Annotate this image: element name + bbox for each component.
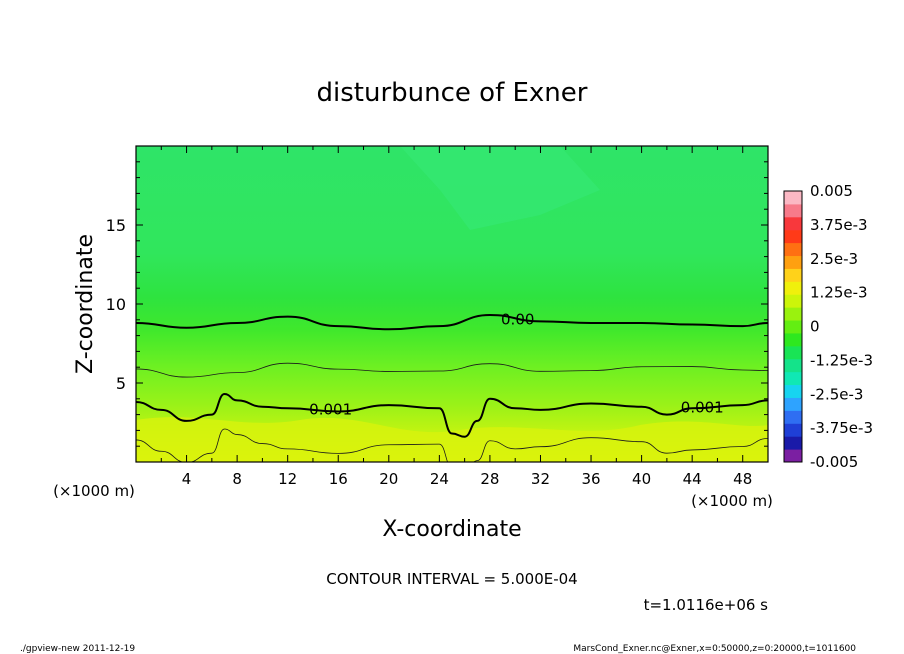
colorbar-label: -2.5e-3: [810, 385, 863, 403]
colorbar-label: 3.75e-3: [810, 216, 868, 234]
contour-label-text: 0.001: [309, 401, 352, 419]
colorbar-swatch: [784, 191, 802, 205]
contour-label: 0.001: [309, 401, 352, 419]
colorbar-label: -3.75e-3: [810, 419, 873, 437]
colorbar-swatch: [784, 268, 802, 282]
colorbar-swatch: [784, 384, 802, 398]
colorbar-swatch: [784, 307, 802, 321]
x-tick-label: 24: [430, 470, 449, 488]
x-tick-label: 44: [683, 470, 702, 488]
x-tick-label: 36: [581, 470, 600, 488]
colorbar-swatch: [784, 294, 802, 308]
field-patch-upper: [400, 146, 600, 230]
contour-line: [136, 314, 768, 331]
time-label: t=1.0116e+06 s: [644, 596, 769, 614]
colorbar-swatch: [784, 255, 802, 269]
colorbar-label: 0: [810, 318, 820, 336]
colorbar-label: 1.25e-3: [810, 284, 868, 302]
colorbar-swatch: [784, 410, 802, 424]
contour-label: 0.00: [501, 311, 534, 329]
field-patch-lower: [136, 417, 768, 462]
colorbar-swatch: [784, 423, 802, 437]
x-tick-label: 40: [632, 470, 651, 488]
y-tick-label: 5: [116, 374, 126, 393]
x-tick-label: 4: [182, 470, 192, 488]
x-tick-label: 28: [480, 470, 499, 488]
colorbar-swatch: [784, 281, 802, 295]
colorbar-label: -0.005: [810, 453, 858, 471]
colorbar-frame: [783, 190, 803, 463]
colorbar-swatch: [784, 358, 802, 373]
footer-left: ./gpview-new 2011-12-19: [20, 644, 135, 654]
x-tick-label: 48: [733, 470, 752, 488]
x-unit-label: (×1000 m): [691, 492, 773, 510]
x-tick-label: 20: [379, 470, 398, 488]
colorbar-swatch: [784, 242, 802, 257]
x-axis: 4 8 12 16 20 24 28 32 36 40 44 48: [160, 146, 752, 488]
x-axis-label: X-coordinate: [382, 517, 521, 542]
colorbar: 0.005 3.75e-3 2.5e-3 1.25e-3 0 -1.25e-3 -2.5e-…: [783, 182, 873, 471]
colorbar-label: 0.005: [810, 182, 853, 200]
colorbar-swatch: [784, 371, 802, 386]
colorbar-swatch: [784, 436, 802, 450]
colorbar-swatch: [784, 216, 802, 231]
y-axis: 5 10 15: [106, 161, 768, 447]
colorbar-swatch: [784, 449, 802, 463]
colorbar-swatch: [784, 332, 802, 347]
x-tick-label: 8: [232, 470, 242, 488]
colorbar-swatch: [784, 320, 802, 334]
x-tick-label: 16: [329, 470, 348, 488]
contour-line-thin: [136, 362, 768, 378]
colorbar-swatch: [784, 203, 802, 218]
x-tick-label: 32: [531, 470, 550, 488]
contour-layer: 0.00 0.001 0.001: [136, 311, 768, 462]
colorbar-label: -1.25e-3: [810, 351, 873, 369]
colorbar-swatch: [784, 397, 802, 411]
y-unit-label: (×1000 m): [53, 482, 135, 500]
y-axis-label: Z-coordinate: [73, 234, 98, 374]
contour-interval-note: CONTOUR INTERVAL = 5.000E-04: [326, 570, 577, 588]
colorbar-swatch: [784, 229, 802, 244]
chart-title: disturbunce of Exner: [317, 78, 588, 108]
colorbar-swatch: [784, 345, 802, 360]
contour-label-text: 0.001: [681, 398, 724, 416]
plot-area: 0.00 0.001 0.001: [136, 146, 768, 462]
contour-line-thin: [136, 428, 768, 462]
x-tick-label: 12: [278, 470, 297, 488]
y-tick-label: 10: [106, 295, 126, 314]
colorbar-label: 2.5e-3: [810, 250, 858, 268]
contour-label-text: 0.00: [501, 311, 534, 329]
contour-line: [136, 393, 768, 438]
footer-right: MarsCond_Exner.nc@Exner,x=0:50000,z=0:20…: [573, 644, 856, 654]
y-tick-label: 15: [106, 216, 126, 235]
contour-label: 0.001: [681, 398, 724, 416]
